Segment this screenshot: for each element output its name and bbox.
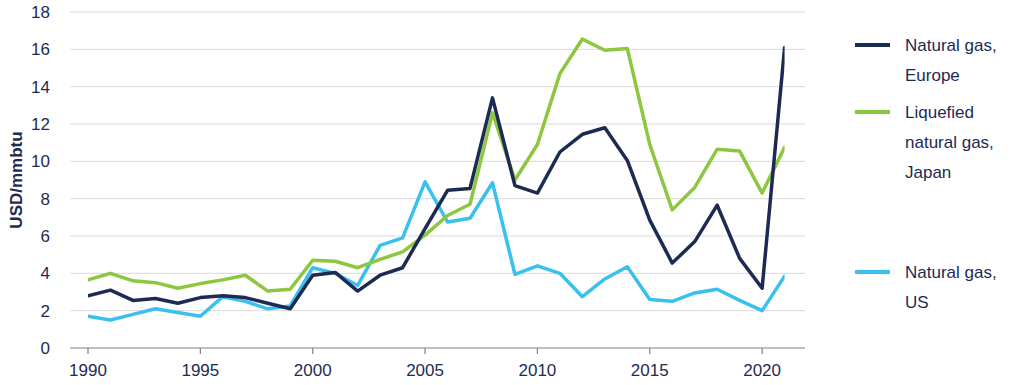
x-tick	[424, 348, 425, 354]
grid-line	[70, 310, 805, 311]
x-tick	[87, 348, 88, 354]
grid-line	[70, 161, 805, 162]
x-tick	[537, 348, 538, 354]
x-tick-label: 2020	[743, 361, 781, 380]
x-tick-label: 1995	[181, 361, 219, 380]
y-tick-label: 8	[41, 190, 50, 209]
y-tick-label: 12	[31, 115, 50, 134]
series-line	[88, 47, 785, 308]
x-tick	[649, 348, 650, 354]
x-tick-label: 1990	[69, 361, 107, 380]
x-axis	[70, 347, 805, 348]
x-tick-label: 2005	[406, 361, 444, 380]
grid-line	[70, 236, 805, 237]
plot-area	[88, 39, 785, 320]
x-tick	[200, 348, 201, 354]
x-tick	[762, 348, 763, 354]
y-tick-label: 6	[41, 227, 50, 246]
y-tick-label: 4	[41, 264, 50, 283]
legend-swatch	[855, 110, 890, 114]
legend-label: Natural gas,Europe	[905, 36, 997, 85]
grid-line	[70, 49, 805, 50]
grid-line	[70, 198, 805, 199]
chart: 0 2 4 6 8 10 12 14 16 18 1990 1995 2000 2005 2010 2015 2…	[0, 0, 1024, 385]
y-tick-label: 14	[31, 78, 50, 97]
legend-label: Natural gas,US	[905, 263, 997, 312]
grid-line	[70, 12, 805, 13]
y-tick-label: 10	[31, 152, 50, 171]
grid-line	[70, 124, 805, 125]
legend-label: Liquefiednatural gas,Japan	[905, 103, 994, 182]
x-tick-label: 2015	[631, 361, 669, 380]
y-tick-label: 16	[31, 40, 50, 59]
y-axis-label: USD/mmbtu	[7, 131, 26, 228]
legend-swatch	[855, 43, 890, 47]
x-tick	[312, 348, 313, 354]
grid-line	[70, 273, 805, 274]
y-tick-label: 18	[31, 3, 50, 22]
y-tick-label: 2	[41, 302, 50, 321]
y-tick-label: 0	[41, 339, 50, 358]
legend-swatch	[855, 270, 890, 274]
grid-line	[70, 86, 805, 87]
x-tick-label: 2000	[294, 361, 332, 380]
x-tick-label: 2010	[519, 361, 557, 380]
